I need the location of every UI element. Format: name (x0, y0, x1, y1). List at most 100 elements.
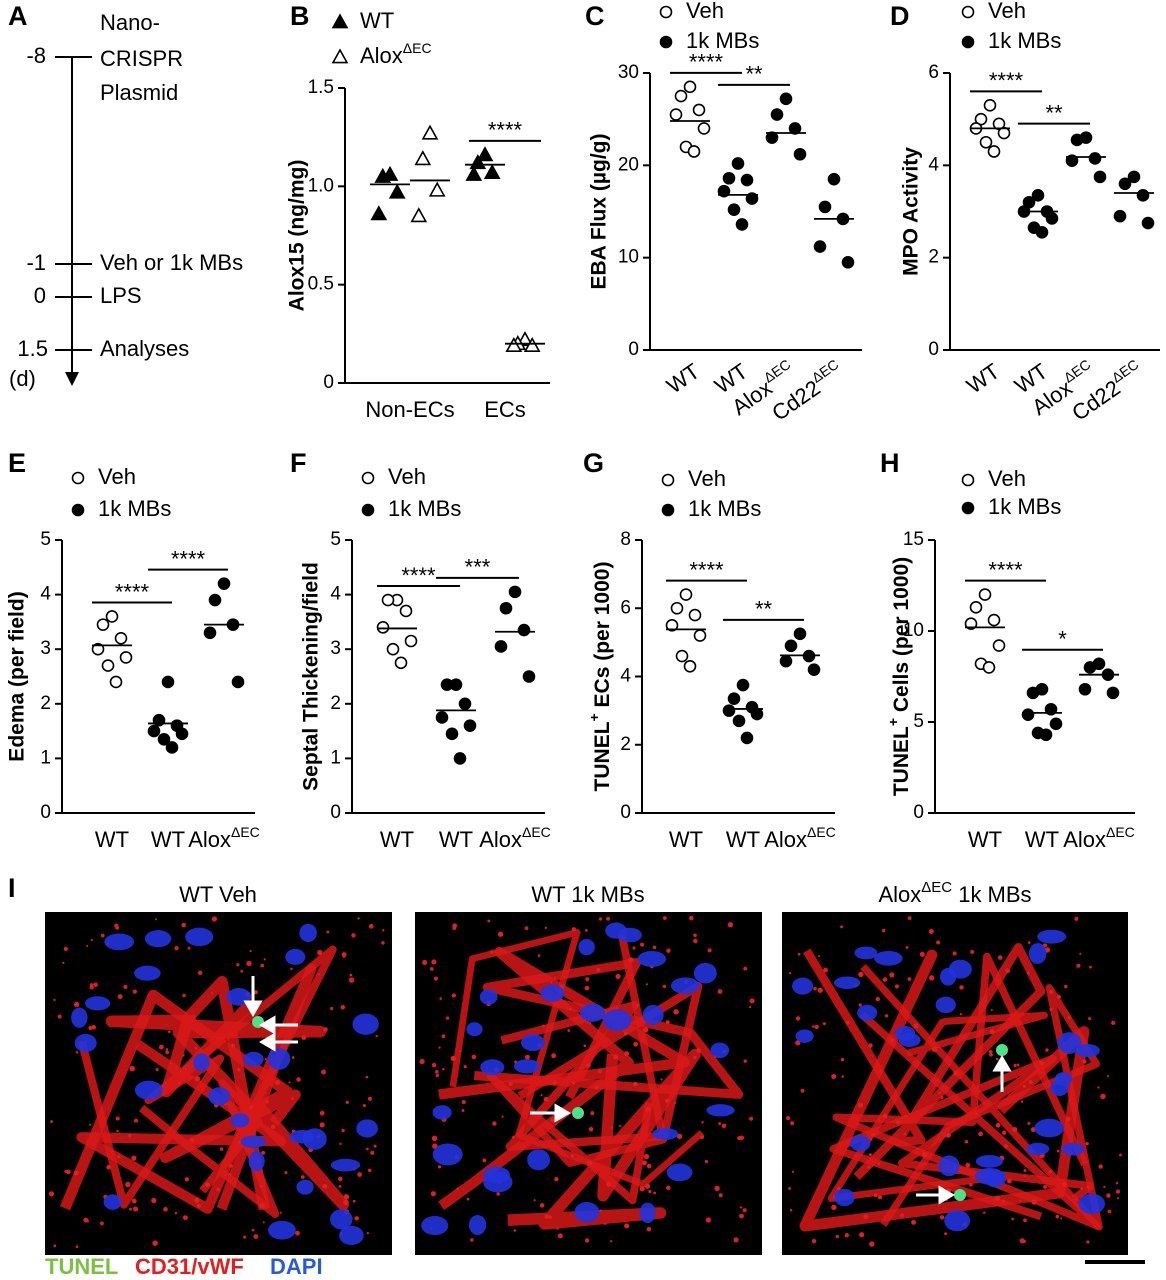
marker (463, 719, 477, 732)
stain-dot (733, 1237, 739, 1243)
y-tick-label: 1.0 (308, 175, 334, 196)
stain-dot (688, 915, 694, 921)
stain-dot (587, 1160, 593, 1166)
stain-dot (470, 1238, 474, 1242)
stain-dot (1028, 1080, 1033, 1084)
stain-dot (442, 1068, 445, 1071)
stain-dot (790, 1121, 795, 1126)
marker (683, 80, 697, 94)
stain-dot (496, 1192, 500, 1196)
stain-dot (882, 977, 888, 982)
marker (961, 5, 975, 19)
stain-dot (869, 1137, 873, 1141)
stain-dot (251, 1228, 255, 1232)
stain-dot (643, 1027, 649, 1033)
stain-dot (598, 917, 603, 921)
stain-dot (237, 1068, 241, 1072)
marker (1083, 661, 1097, 674)
text-part: ECs (per 1000) (591, 562, 614, 714)
stain-dot (877, 1162, 881, 1166)
stain-dot (1027, 941, 1031, 945)
superscript: ΔEC (522, 824, 551, 840)
stain-dot (978, 1131, 984, 1137)
stain-dot (238, 1140, 242, 1144)
stain-dot (953, 1070, 959, 1076)
stain-dot (296, 1077, 301, 1082)
marker (91, 642, 105, 656)
stain-dot (152, 1240, 158, 1246)
stain-dot (666, 1185, 671, 1191)
stain-dot (524, 926, 529, 931)
tunel-signal (572, 1107, 584, 1119)
stain-dot (435, 1070, 439, 1074)
marker (659, 5, 673, 19)
stain-dot (463, 1064, 467, 1069)
stain-dot (550, 981, 553, 984)
nucleus (795, 1029, 814, 1043)
nucleus (74, 1033, 97, 1053)
stain-dot (368, 923, 374, 929)
stain-dot (439, 997, 443, 1000)
stain-dot (988, 1049, 993, 1054)
stain-dot (533, 1199, 536, 1202)
stain-dot (300, 1175, 305, 1179)
superscript: ΔEC (807, 824, 836, 840)
marker (458, 697, 472, 711)
stain-dot (249, 1105, 254, 1110)
nucleus (520, 1034, 546, 1052)
stain-dot (749, 1116, 754, 1121)
stain-dot (357, 917, 360, 920)
marker (961, 473, 975, 487)
stain-dot (211, 916, 218, 922)
nucleus (1034, 1118, 1065, 1138)
stain-dot (791, 1170, 795, 1173)
stain-dot (228, 1163, 233, 1168)
stain-dot (482, 1158, 487, 1163)
stain-dot (640, 942, 645, 947)
stain-dot (905, 946, 909, 949)
stain-dot (342, 954, 346, 958)
stain-dot (1080, 1187, 1084, 1190)
marker (105, 610, 119, 623)
stain-dot (1076, 963, 1081, 968)
stain-dot (645, 1183, 651, 1189)
marker (813, 240, 827, 253)
x-tick-label: AloxΔEC (764, 824, 836, 852)
tunel-signal (954, 1189, 966, 1201)
stain-dot (568, 1007, 572, 1011)
stain-dot (274, 1079, 281, 1086)
stain-dot (1115, 1189, 1121, 1194)
stain-dot (259, 1203, 265, 1209)
stain-dot (571, 1081, 576, 1085)
stain-dot (117, 994, 123, 1000)
stain-dot (639, 1186, 645, 1192)
y-tick-label: 15 (903, 529, 924, 550)
stain-dot (594, 1085, 599, 1090)
stain-dot (366, 1147, 369, 1151)
stain-dot (370, 1150, 375, 1155)
marker (494, 640, 508, 653)
marker (669, 108, 683, 121)
stain-dot (567, 1029, 571, 1032)
marker (982, 661, 996, 674)
panel-letter: F (290, 448, 307, 478)
marker (731, 157, 745, 170)
nucleus (857, 1004, 878, 1021)
stain-dot (279, 1211, 282, 1214)
stain-dot (857, 1102, 864, 1108)
marker (1070, 133, 1084, 147)
stain-dot (330, 1006, 334, 1011)
stain-dot (557, 1233, 563, 1239)
stain-dot (194, 1197, 200, 1203)
legend-label: 1k MBs (988, 494, 1061, 519)
marker (717, 184, 731, 198)
marker (440, 678, 454, 691)
y-tick-label: 6 (620, 597, 631, 618)
marker (399, 604, 413, 618)
marker (96, 618, 110, 631)
stain-dot (106, 1164, 112, 1170)
stain-dot (599, 1209, 602, 1212)
stain-dot (823, 967, 828, 973)
marker (722, 171, 736, 185)
